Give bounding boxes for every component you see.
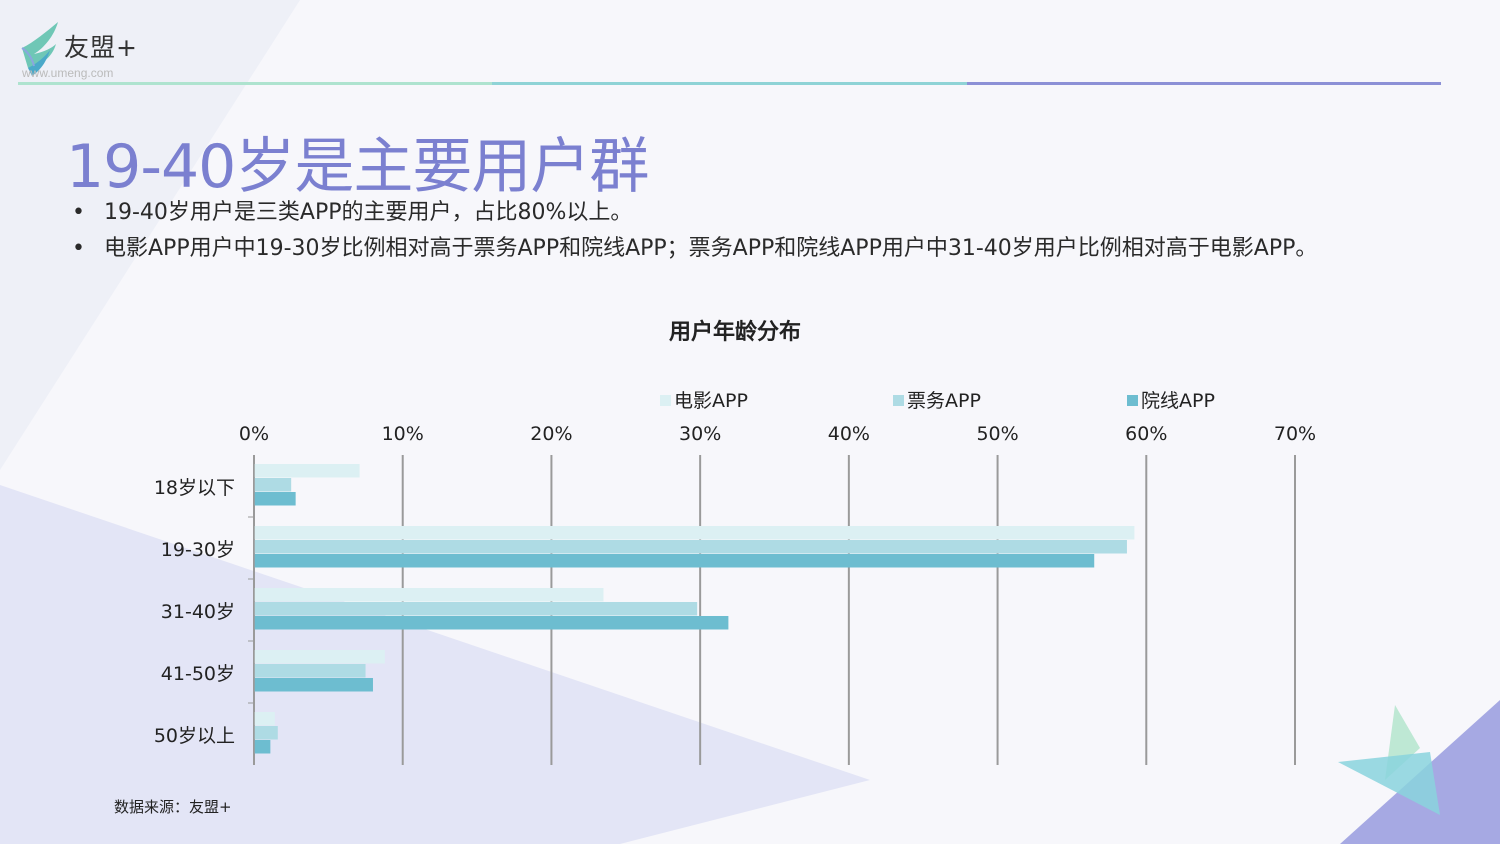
x-tick-label: 40%	[828, 423, 870, 445]
x-tick-label: 50%	[976, 423, 1018, 445]
bar	[254, 602, 698, 616]
bar	[254, 616, 729, 630]
bar	[254, 526, 1135, 540]
page-title: 19-40岁是主要用户群	[66, 132, 649, 202]
brand-name: 友盟+	[64, 33, 138, 62]
brand-url: www.umeng.com	[22, 66, 114, 80]
bar	[254, 678, 373, 692]
bar	[254, 712, 275, 726]
bullet-list: 19-40岁用户是三类APP的主要用户，占比80%以上。 电影APP用户中19-…	[72, 195, 1402, 267]
bar	[254, 740, 271, 754]
legend-swatch	[893, 395, 904, 406]
x-tick-label: 60%	[1125, 423, 1167, 445]
bar	[254, 664, 366, 678]
x-tick-label: 20%	[530, 423, 572, 445]
umeng-logo-icon	[21, 22, 58, 76]
x-tick-label: 30%	[679, 423, 721, 445]
bar	[254, 650, 385, 664]
category-label: 50岁以上	[154, 725, 235, 747]
legend-swatch	[660, 395, 671, 406]
legend-label: 电影APP	[674, 390, 748, 412]
source-note: 数据来源：友盟+	[114, 798, 232, 816]
x-tick-label: 70%	[1274, 423, 1316, 445]
bar	[254, 726, 278, 740]
legend-label: 院线APP	[1141, 390, 1215, 412]
legend-swatch	[1127, 395, 1138, 406]
bar	[254, 478, 292, 492]
header-divider	[18, 82, 1441, 85]
category-label: 19-30岁	[161, 539, 235, 561]
bar	[254, 588, 604, 602]
x-tick-label: 0%	[239, 423, 269, 445]
bullet-item: 电影APP用户中19-30岁比例相对高于票务APP和院线APP；票务APP和院线…	[72, 231, 1402, 267]
legend-label: 票务APP	[907, 390, 981, 412]
chart-title: 用户年龄分布	[668, 320, 801, 345]
category-label: 31-40岁	[161, 601, 235, 623]
category-label: 18岁以下	[154, 477, 235, 499]
bar	[254, 540, 1127, 554]
x-tick-label: 10%	[382, 423, 424, 445]
category-label: 41-50岁	[161, 663, 235, 685]
bar	[254, 492, 296, 506]
bullet-item: 19-40岁用户是三类APP的主要用户，占比80%以上。	[72, 195, 1402, 231]
bar	[254, 464, 360, 478]
bar	[254, 554, 1095, 568]
